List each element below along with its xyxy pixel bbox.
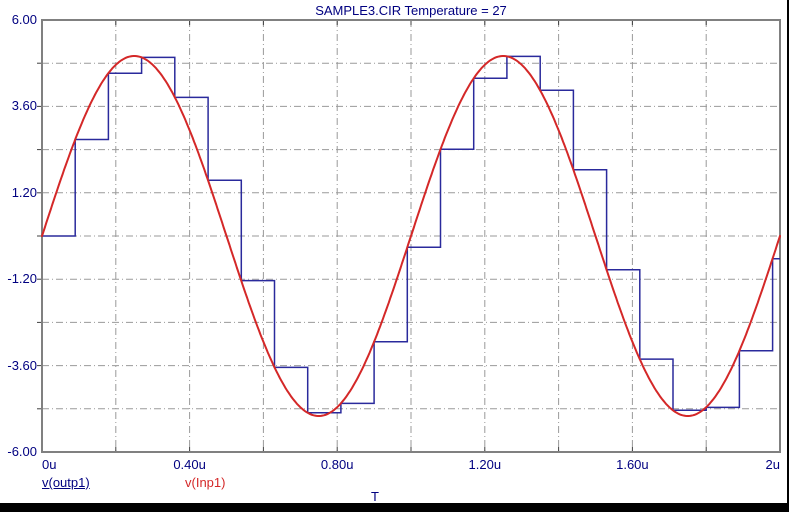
window-edge-right xyxy=(787,0,789,512)
series-vinp1-curve xyxy=(41,55,781,417)
x-axis-title: T xyxy=(371,489,379,504)
legend-v-outp1[interactable]: v(outp1) xyxy=(42,475,90,490)
window-edge-bottom xyxy=(0,503,789,512)
legend-v-inp1[interactable]: v(Inp1) xyxy=(185,475,226,490)
chart-title: SAMPLE3.CIR Temperature = 27 xyxy=(315,3,507,18)
series-voutp1-curve xyxy=(42,55,780,414)
